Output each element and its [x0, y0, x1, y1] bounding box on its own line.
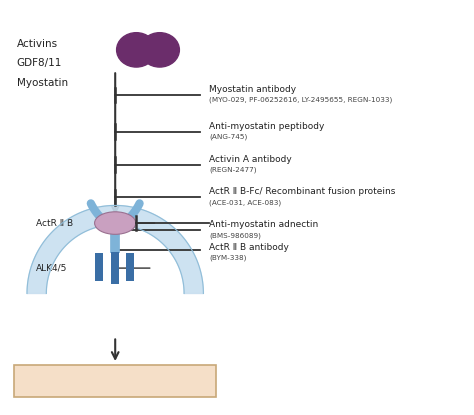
Circle shape — [117, 33, 156, 67]
Text: Myostatin: Myostatin — [17, 78, 68, 88]
Text: ALK4/5: ALK4/5 — [36, 264, 67, 273]
Text: GDF8/11: GDF8/11 — [17, 59, 62, 68]
Text: Myostatin antibody: Myostatin antibody — [209, 85, 296, 94]
Polygon shape — [27, 205, 203, 293]
Bar — [111, 252, 119, 284]
Text: (BMS-986089): (BMS-986089) — [209, 232, 261, 239]
Bar — [95, 254, 103, 281]
Text: (ANG-745): (ANG-745) — [209, 134, 247, 140]
Text: ActR Ⅱ B: ActR Ⅱ B — [36, 219, 73, 227]
Text: ActR Ⅱ B-Fc/ Recombinant fusion proteins: ActR Ⅱ B-Fc/ Recombinant fusion proteins — [209, 188, 395, 196]
Text: (REGN-2477): (REGN-2477) — [209, 166, 256, 173]
Text: Anti-myostatin peptibody: Anti-myostatin peptibody — [209, 122, 324, 131]
Text: (BYM-338): (BYM-338) — [209, 255, 246, 261]
Text: Activin A antibody: Activin A antibody — [209, 155, 292, 164]
Text: (ACE-031, ACE-083): (ACE-031, ACE-083) — [209, 199, 281, 206]
Text: Activins: Activins — [17, 39, 58, 49]
Text: ActR Ⅱ B antibody: ActR Ⅱ B antibody — [209, 243, 289, 252]
Text: Anti-myostatin adnectin: Anti-myostatin adnectin — [209, 220, 318, 229]
Bar — [127, 254, 135, 281]
Text: Loss of skeletal muscle: Loss of skeletal muscle — [51, 376, 180, 386]
Circle shape — [140, 33, 179, 67]
FancyBboxPatch shape — [15, 365, 216, 397]
Text: (MYO-029, PF-06252616, LY-2495655, REGN-1033): (MYO-029, PF-06252616, LY-2495655, REGN-… — [209, 97, 392, 103]
Ellipse shape — [95, 212, 136, 234]
